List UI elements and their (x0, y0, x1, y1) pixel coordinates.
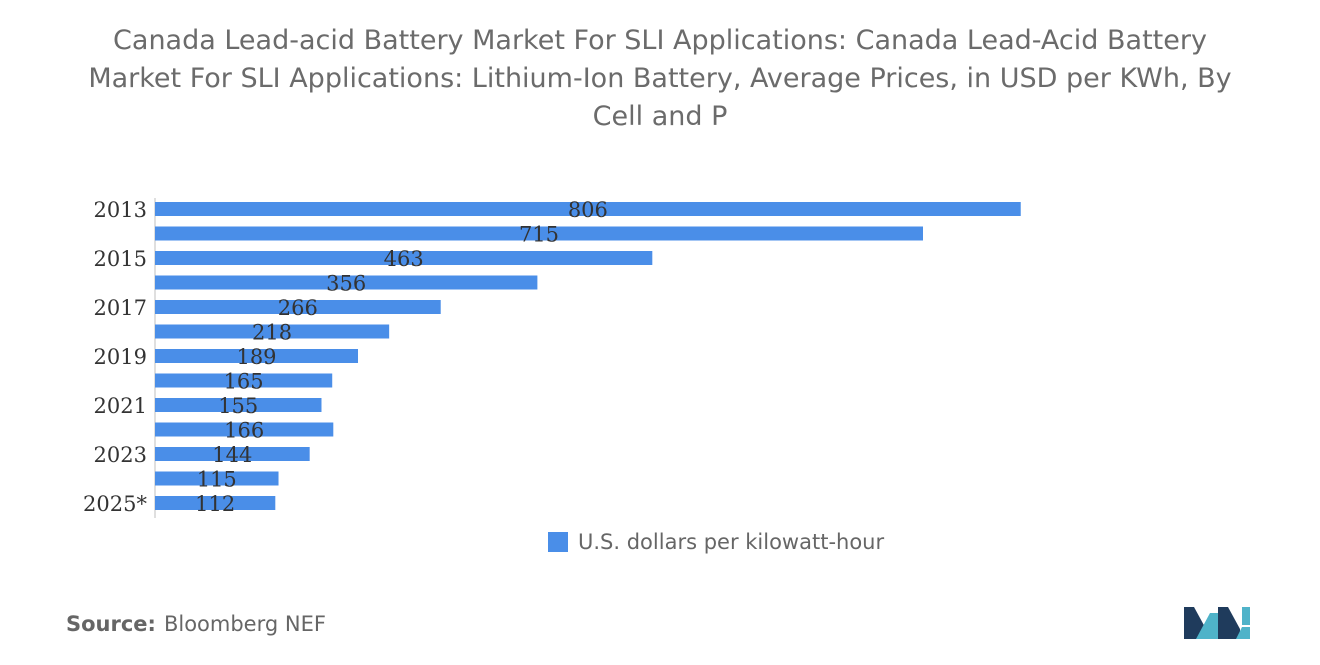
value-label-2022: 166 (224, 419, 264, 443)
legend-swatch (548, 532, 568, 552)
category-tick-2015: 2015 (94, 247, 147, 271)
bar-2019 (155, 349, 359, 363)
category-tick-2017: 2017 (94, 296, 147, 320)
category-tick-2021: 2021 (94, 394, 147, 418)
value-label-2021: 155 (218, 394, 258, 418)
value-label-2014: 715 (519, 223, 559, 247)
source-value: Bloomberg NEF (163, 612, 326, 636)
bar-2025 (155, 496, 276, 510)
value-label-2015: 463 (384, 247, 424, 271)
category-tick-2025: 2025* (83, 492, 147, 516)
value-label-2023: 144 (212, 443, 252, 467)
category-tick-2013: 2013 (94, 198, 147, 222)
bar-2014 (155, 226, 923, 241)
bar-2016 (155, 275, 538, 290)
mordor-intelligence-logo-icon (1184, 607, 1250, 639)
bar-2017 (155, 300, 441, 314)
category-tick-2023: 2023 (94, 443, 147, 467)
value-label-2020: 165 (224, 370, 264, 394)
bar-2018 (155, 324, 390, 339)
value-label-2016: 356 (326, 272, 366, 296)
bar-2021 (155, 398, 322, 412)
value-label-2018: 218 (252, 321, 292, 345)
value-label-2017: 266 (278, 296, 318, 320)
source-note: Source: Bloomberg NEF (66, 612, 326, 636)
chart-title: Canada Lead-acid Battery Market For SLI … (88, 25, 1232, 132)
bar-2023 (155, 447, 310, 461)
source-label: Source: (66, 612, 156, 636)
chart-legend: U.S. dollars per kilowatt-hour (548, 530, 884, 554)
bar-2022 (155, 422, 334, 437)
value-label-2025: 112 (195, 492, 235, 516)
value-label-2024: 115 (197, 468, 237, 492)
bar-2013 (155, 202, 1021, 216)
legend-label: U.S. dollars per kilowatt-hour (578, 530, 885, 554)
category-tick-2019: 2019 (94, 345, 147, 369)
value-label-2013: 806 (568, 198, 608, 222)
bar-2015 (155, 251, 653, 265)
bar-2020 (155, 373, 333, 388)
value-label-2019: 189 (236, 345, 276, 369)
bar-2024 (155, 471, 279, 486)
